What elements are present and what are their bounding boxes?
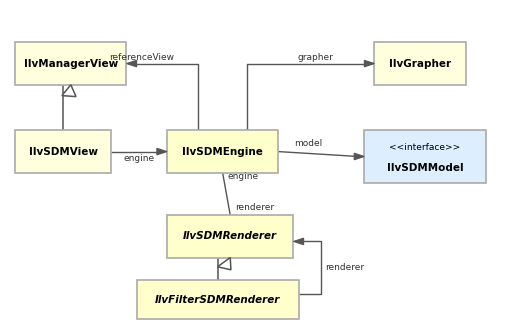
- Bar: [15, 130, 111, 173]
- Bar: [364, 130, 485, 183]
- Text: engine: engine: [227, 172, 259, 181]
- Polygon shape: [126, 60, 136, 67]
- Polygon shape: [157, 148, 167, 155]
- Bar: [374, 42, 465, 85]
- Text: IlvSDMRenderer: IlvSDMRenderer: [183, 231, 277, 241]
- Text: referenceView: referenceView: [110, 53, 174, 62]
- Text: IlvSDMModel: IlvSDMModel: [386, 163, 463, 173]
- Bar: [136, 280, 298, 319]
- Polygon shape: [62, 85, 76, 96]
- Bar: [15, 42, 126, 85]
- Polygon shape: [354, 153, 364, 160]
- Text: grapher: grapher: [297, 53, 333, 62]
- Bar: [167, 130, 278, 173]
- Text: engine: engine: [123, 154, 155, 163]
- Text: <<interface>>: <<interface>>: [389, 142, 460, 152]
- Polygon shape: [364, 60, 374, 67]
- Bar: [167, 215, 293, 258]
- Text: IlvManagerView: IlvManagerView: [24, 59, 118, 68]
- Text: renderer: renderer: [324, 263, 363, 272]
- Polygon shape: [217, 258, 230, 270]
- Text: IlvSDMView: IlvSDMView: [29, 147, 97, 156]
- Text: IlvGrapher: IlvGrapher: [388, 59, 450, 68]
- Text: renderer: renderer: [235, 203, 274, 212]
- Text: model: model: [294, 139, 322, 148]
- Text: IlvFilterSDMRenderer: IlvFilterSDMRenderer: [155, 295, 280, 305]
- Polygon shape: [293, 238, 303, 245]
- Text: IlvSDMEngine: IlvSDMEngine: [182, 147, 263, 156]
